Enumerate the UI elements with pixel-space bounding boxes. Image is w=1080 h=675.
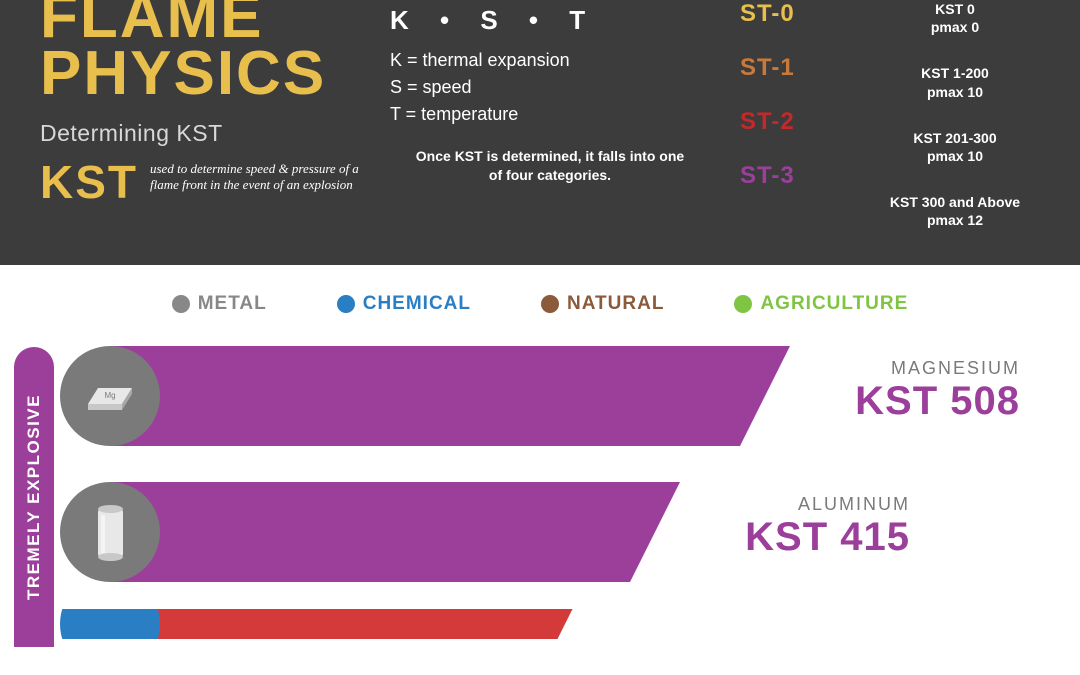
side-label: TREMELY EXPLOSIVE <box>14 347 54 647</box>
chart-area: TREMELY EXPLOSIVE Mg MAGNESIUM KST 508 <box>0 337 1080 639</box>
subtitle: Determining KST <box>40 120 360 147</box>
partial-icon <box>60 609 160 639</box>
st-val-0: KST 0 pmax 0 <box>870 0 1040 36</box>
st-val-3: KST 300 and Above pmax 12 <box>870 193 1040 229</box>
definitions-column: K • S • T K = thermal expansion S = spee… <box>390 0 710 245</box>
st-val-2: KST 201-300 pmax 10 <box>870 129 1040 165</box>
st-values: KST 0 pmax 0 KST 1-200 pmax 10 KST 201-3… <box>870 0 1040 245</box>
bar-label-magnesium: MAGNESIUM KST 508 <box>800 358 1020 424</box>
ingot-icon: Mg <box>60 346 160 446</box>
st-val-1: KST 1-200 pmax 10 <box>870 64 1040 100</box>
def-t: T = temperature <box>390 104 710 125</box>
bar-row-magnesium: Mg MAGNESIUM KST 508 <box>60 337 1080 455</box>
st-label-2: ST-2 <box>740 108 840 136</box>
kst-row: KST used to determine speed & pressure o… <box>40 155 360 209</box>
def-k: K = thermal expansion <box>390 50 710 71</box>
kst-label: KST <box>40 155 138 209</box>
categories-column: ST-0 ST-1 ST-2 ST-3 KST 0 pmax 0 KST 1-2… <box>740 0 1040 245</box>
bar-aluminum: ALUMINUM KST 415 <box>110 482 680 582</box>
legend-natural: NATURAL <box>541 293 664 315</box>
dot-icon <box>734 295 752 313</box>
bar-row-aluminum: ALUMINUM KST 415 <box>60 473 1080 591</box>
st-labels: ST-0 ST-1 ST-2 ST-3 <box>740 0 840 245</box>
legend-metal: METAL <box>172 293 267 315</box>
main-title: FLAME PHYSICS <box>40 0 360 102</box>
legend-chemical: CHEMICAL <box>337 293 471 315</box>
kst-note: Once KST is determined, it falls into on… <box>390 147 710 185</box>
title-column: FLAME PHYSICS Determining KST KST used t… <box>40 0 360 245</box>
kst-dots: K • S • T <box>390 5 710 36</box>
svg-text:Mg: Mg <box>104 391 115 400</box>
def-s: S = speed <box>390 77 710 98</box>
dot-icon <box>541 295 559 313</box>
st-label-1: ST-1 <box>740 54 840 82</box>
bar-label-aluminum: ALUMINUM KST 415 <box>690 494 910 560</box>
bar-row-partial <box>60 609 1080 639</box>
st-label-0: ST-0 <box>740 0 840 28</box>
header-section: FLAME PHYSICS Determining KST KST used t… <box>0 0 1080 265</box>
bar-magnesium: MAGNESIUM KST 508 <box>110 346 790 446</box>
title-line2: PHYSICS <box>40 45 360 102</box>
st-label-3: ST-3 <box>740 162 840 190</box>
bar-partial <box>110 609 590 639</box>
dot-icon <box>337 295 355 313</box>
kst-description: used to determine speed & pressure of a … <box>150 155 360 194</box>
legend: METAL CHEMICAL NATURAL AGRICULTURE <box>0 265 1080 337</box>
can-icon <box>60 482 160 582</box>
legend-agriculture: AGRICULTURE <box>734 293 908 315</box>
dot-icon <box>172 295 190 313</box>
